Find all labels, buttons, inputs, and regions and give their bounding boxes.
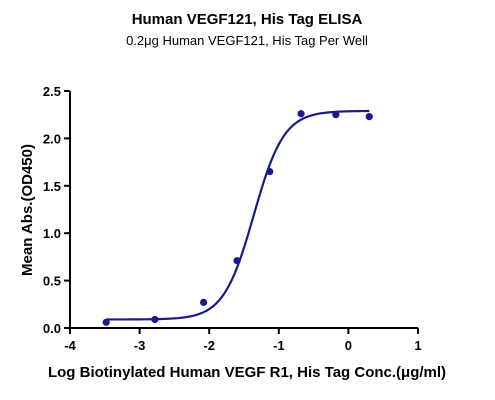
x-axis-label: Log Biotinylated Human VEGF R1, His Tag … [48,364,446,381]
data-points-layer [102,110,373,326]
y-tick-label: 0.0 [43,321,61,336]
data-point [200,298,208,307]
x-tick-label: 0 [345,338,352,353]
y-tick-label: 2.5 [43,84,61,99]
y-tick-label: 1.0 [43,226,61,241]
data-point [102,318,110,326]
x-tick-label: 1 [414,338,421,353]
y-tick-label: 1.5 [43,179,61,194]
x-tick-label: -4 [64,338,76,353]
data-point [365,112,373,121]
data-point [297,110,305,118]
y-tick-label: 2.0 [43,131,61,146]
data-point [266,167,274,176]
chart-title: Human VEGF121, His Tag ELISA [132,11,363,28]
data-point [332,111,340,119]
fit-curve [106,109,370,321]
data-point [151,315,159,324]
y-tick-label: 0.5 [43,274,61,289]
data-point [233,257,241,265]
fit-curve-layer [106,109,370,321]
axes: 0.0 0.5 1.0 1.5 2.0 2.5 -4 -3 -2 -1 0 1 [43,84,422,353]
chart-subtitle: 0.2μg Human VEGF121, His Tag Per Well [126,33,368,48]
x-tick-label: -3 [134,338,146,353]
y-axis-label: Mean Abs.(OD450) [19,144,36,276]
x-tick-label: -1 [273,338,285,353]
x-tick-label: -2 [203,338,215,353]
